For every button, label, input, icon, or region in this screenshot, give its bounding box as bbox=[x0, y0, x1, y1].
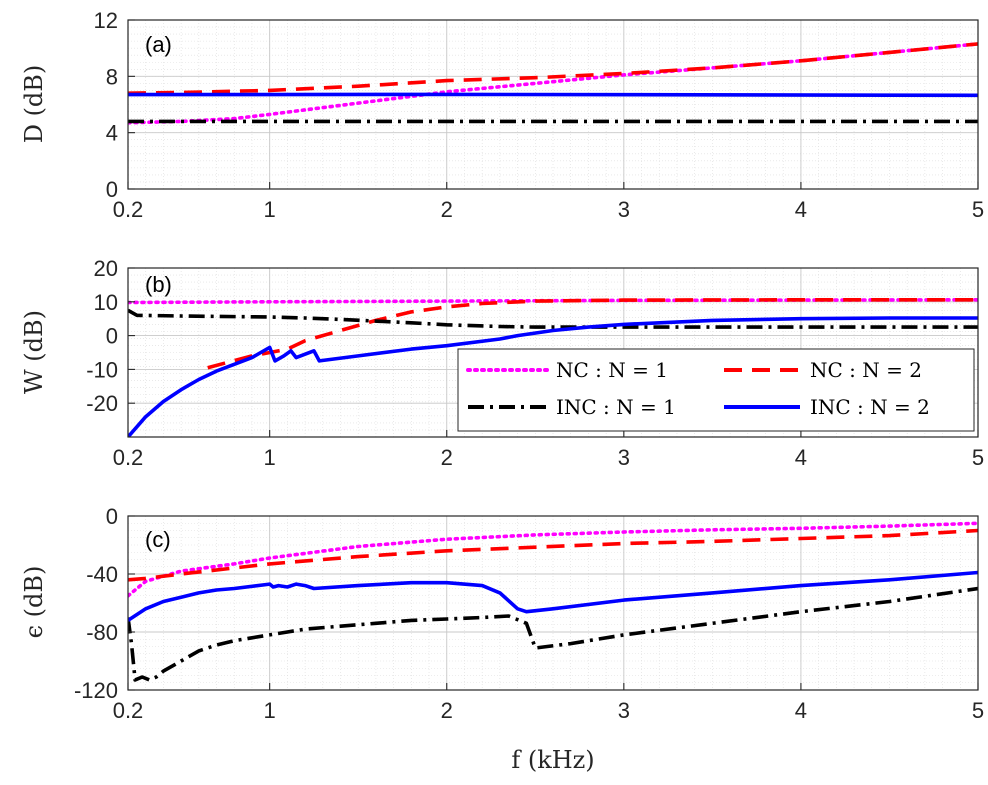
panel-a-x-tick-label: 3 bbox=[618, 197, 630, 222]
panel-b-line-nc-n-2 bbox=[207, 298, 978, 370]
panel-a-y-tick-label: 8 bbox=[106, 64, 118, 89]
panel-a-x-ticks: 0.2 1 2 3 4 5 bbox=[113, 182, 984, 222]
panel-b-line-inc-n-2 bbox=[128, 316, 978, 437]
legend-label-inc-n1: INC : N = 1 bbox=[556, 395, 676, 419]
panel-b-y-ticks: -20 -10 0 10 20 bbox=[86, 256, 135, 416]
panel-c-label: (c) bbox=[145, 527, 171, 552]
panel-c-y-tick-label: -80 bbox=[86, 620, 118, 645]
panel-c-grid bbox=[127, 515, 979, 691]
panel-c-series bbox=[128, 521, 978, 682]
panel-c-x-ticks: 0.2 1 2 3 4 5 bbox=[113, 683, 984, 723]
legend-box bbox=[457, 348, 975, 432]
panel-a-y-tick-label: 12 bbox=[94, 8, 118, 33]
legend: NC : N = 1 NC : N = 2 INC : N = 1 INC : … bbox=[457, 348, 975, 432]
panel-a-line-nc-n-1 bbox=[128, 42, 978, 125]
panel-a-series bbox=[128, 42, 978, 125]
panel-a-x-tick-label: 5 bbox=[972, 197, 984, 222]
panel-a-line-inc-n-2 bbox=[128, 92, 978, 98]
panel-c-line-nc-n-1 bbox=[128, 521, 978, 598]
panel-b-x-tick-label: 5 bbox=[972, 445, 984, 470]
panel-c-y-tick-label: -120 bbox=[74, 678, 118, 703]
panel-c-x-tick-label: 0.2 bbox=[113, 698, 144, 723]
panel-b-frame bbox=[127, 267, 979, 438]
panel-c: -120 -80 -40 0 0.2 1 2 3 4 5 (c) ϵ (dB) bbox=[20, 504, 984, 723]
panel-b-x-tick-label: 3 bbox=[618, 445, 630, 470]
legend-label-inc-n2: INC : N = 2 bbox=[810, 395, 930, 419]
panel-c-x-tick-label: 2 bbox=[441, 698, 453, 723]
panel-b-y-tick-label: 20 bbox=[94, 256, 118, 281]
panel-b: -20 -10 0 10 20 0.2 1 2 3 4 5 (b) W (dB) NC : N =… bbox=[20, 256, 984, 470]
panel-b-x-tick-label: 4 bbox=[795, 445, 807, 470]
panel-a-x-tick-label: 2 bbox=[441, 197, 453, 222]
panel-b-y-tick-label: -20 bbox=[86, 391, 118, 416]
panel-b-line-inc-n-1 bbox=[128, 308, 978, 329]
panel-a-ylabel: D (dB) bbox=[20, 65, 48, 144]
x-axis-label: f (kHz) bbox=[511, 746, 594, 774]
panel-b-series bbox=[128, 298, 978, 437]
panel-c-line-nc-n-2 bbox=[128, 528, 978, 582]
panel-c-line-inc-n-2 bbox=[128, 570, 978, 622]
panel-a-y-tick-label: 0 bbox=[106, 177, 118, 202]
panel-c-y-ticks: -120 -80 -40 0 bbox=[74, 504, 135, 703]
panel-a-frame bbox=[127, 19, 979, 190]
legend-label-nc-n1: NC : N = 1 bbox=[556, 358, 668, 382]
panel-a-label: (a) bbox=[145, 32, 172, 57]
panel-a-x-tick-label: 4 bbox=[795, 197, 807, 222]
panel-b-x-ticks: 0.2 1 2 3 4 5 bbox=[113, 430, 984, 470]
panel-c-x-tick-label: 4 bbox=[795, 698, 807, 723]
panel-b-y-tick-label: -10 bbox=[86, 357, 118, 382]
panel-b-label: (b) bbox=[145, 272, 172, 297]
panel-c-frame bbox=[127, 515, 979, 691]
panel-b-x-tick-label: 2 bbox=[441, 445, 453, 470]
panel-c-x-tick-label: 5 bbox=[972, 698, 984, 723]
panel-a-y-tick-label: 4 bbox=[106, 121, 118, 146]
panel-a-x-tick-label: 1 bbox=[264, 197, 276, 222]
panel-c-x-tick-label: 3 bbox=[618, 698, 630, 723]
panel-b-x-tick-label: 1 bbox=[264, 445, 276, 470]
panel-c-x-tick-label: 1 bbox=[264, 698, 276, 723]
panel-b-x-tick-label: 0.2 bbox=[113, 445, 144, 470]
panel-c-y-tick-label: 0 bbox=[106, 504, 118, 529]
legend-label-nc-n2: NC : N = 2 bbox=[810, 358, 922, 382]
panel-a-line-nc-n-2 bbox=[128, 42, 978, 95]
panel-b-y-tick-label: 0 bbox=[106, 324, 118, 349]
panel-c-y-tick-label: -40 bbox=[86, 562, 118, 587]
panel-b-y-tick-label: 10 bbox=[94, 290, 118, 315]
panel-b-ylabel: W (dB) bbox=[20, 310, 48, 394]
panel-a-y-ticks: 0 4 8 12 bbox=[94, 8, 135, 202]
panel-c-ylabel: ϵ (dB) bbox=[20, 566, 48, 639]
panel-a-x-tick-label: 0.2 bbox=[113, 197, 144, 222]
